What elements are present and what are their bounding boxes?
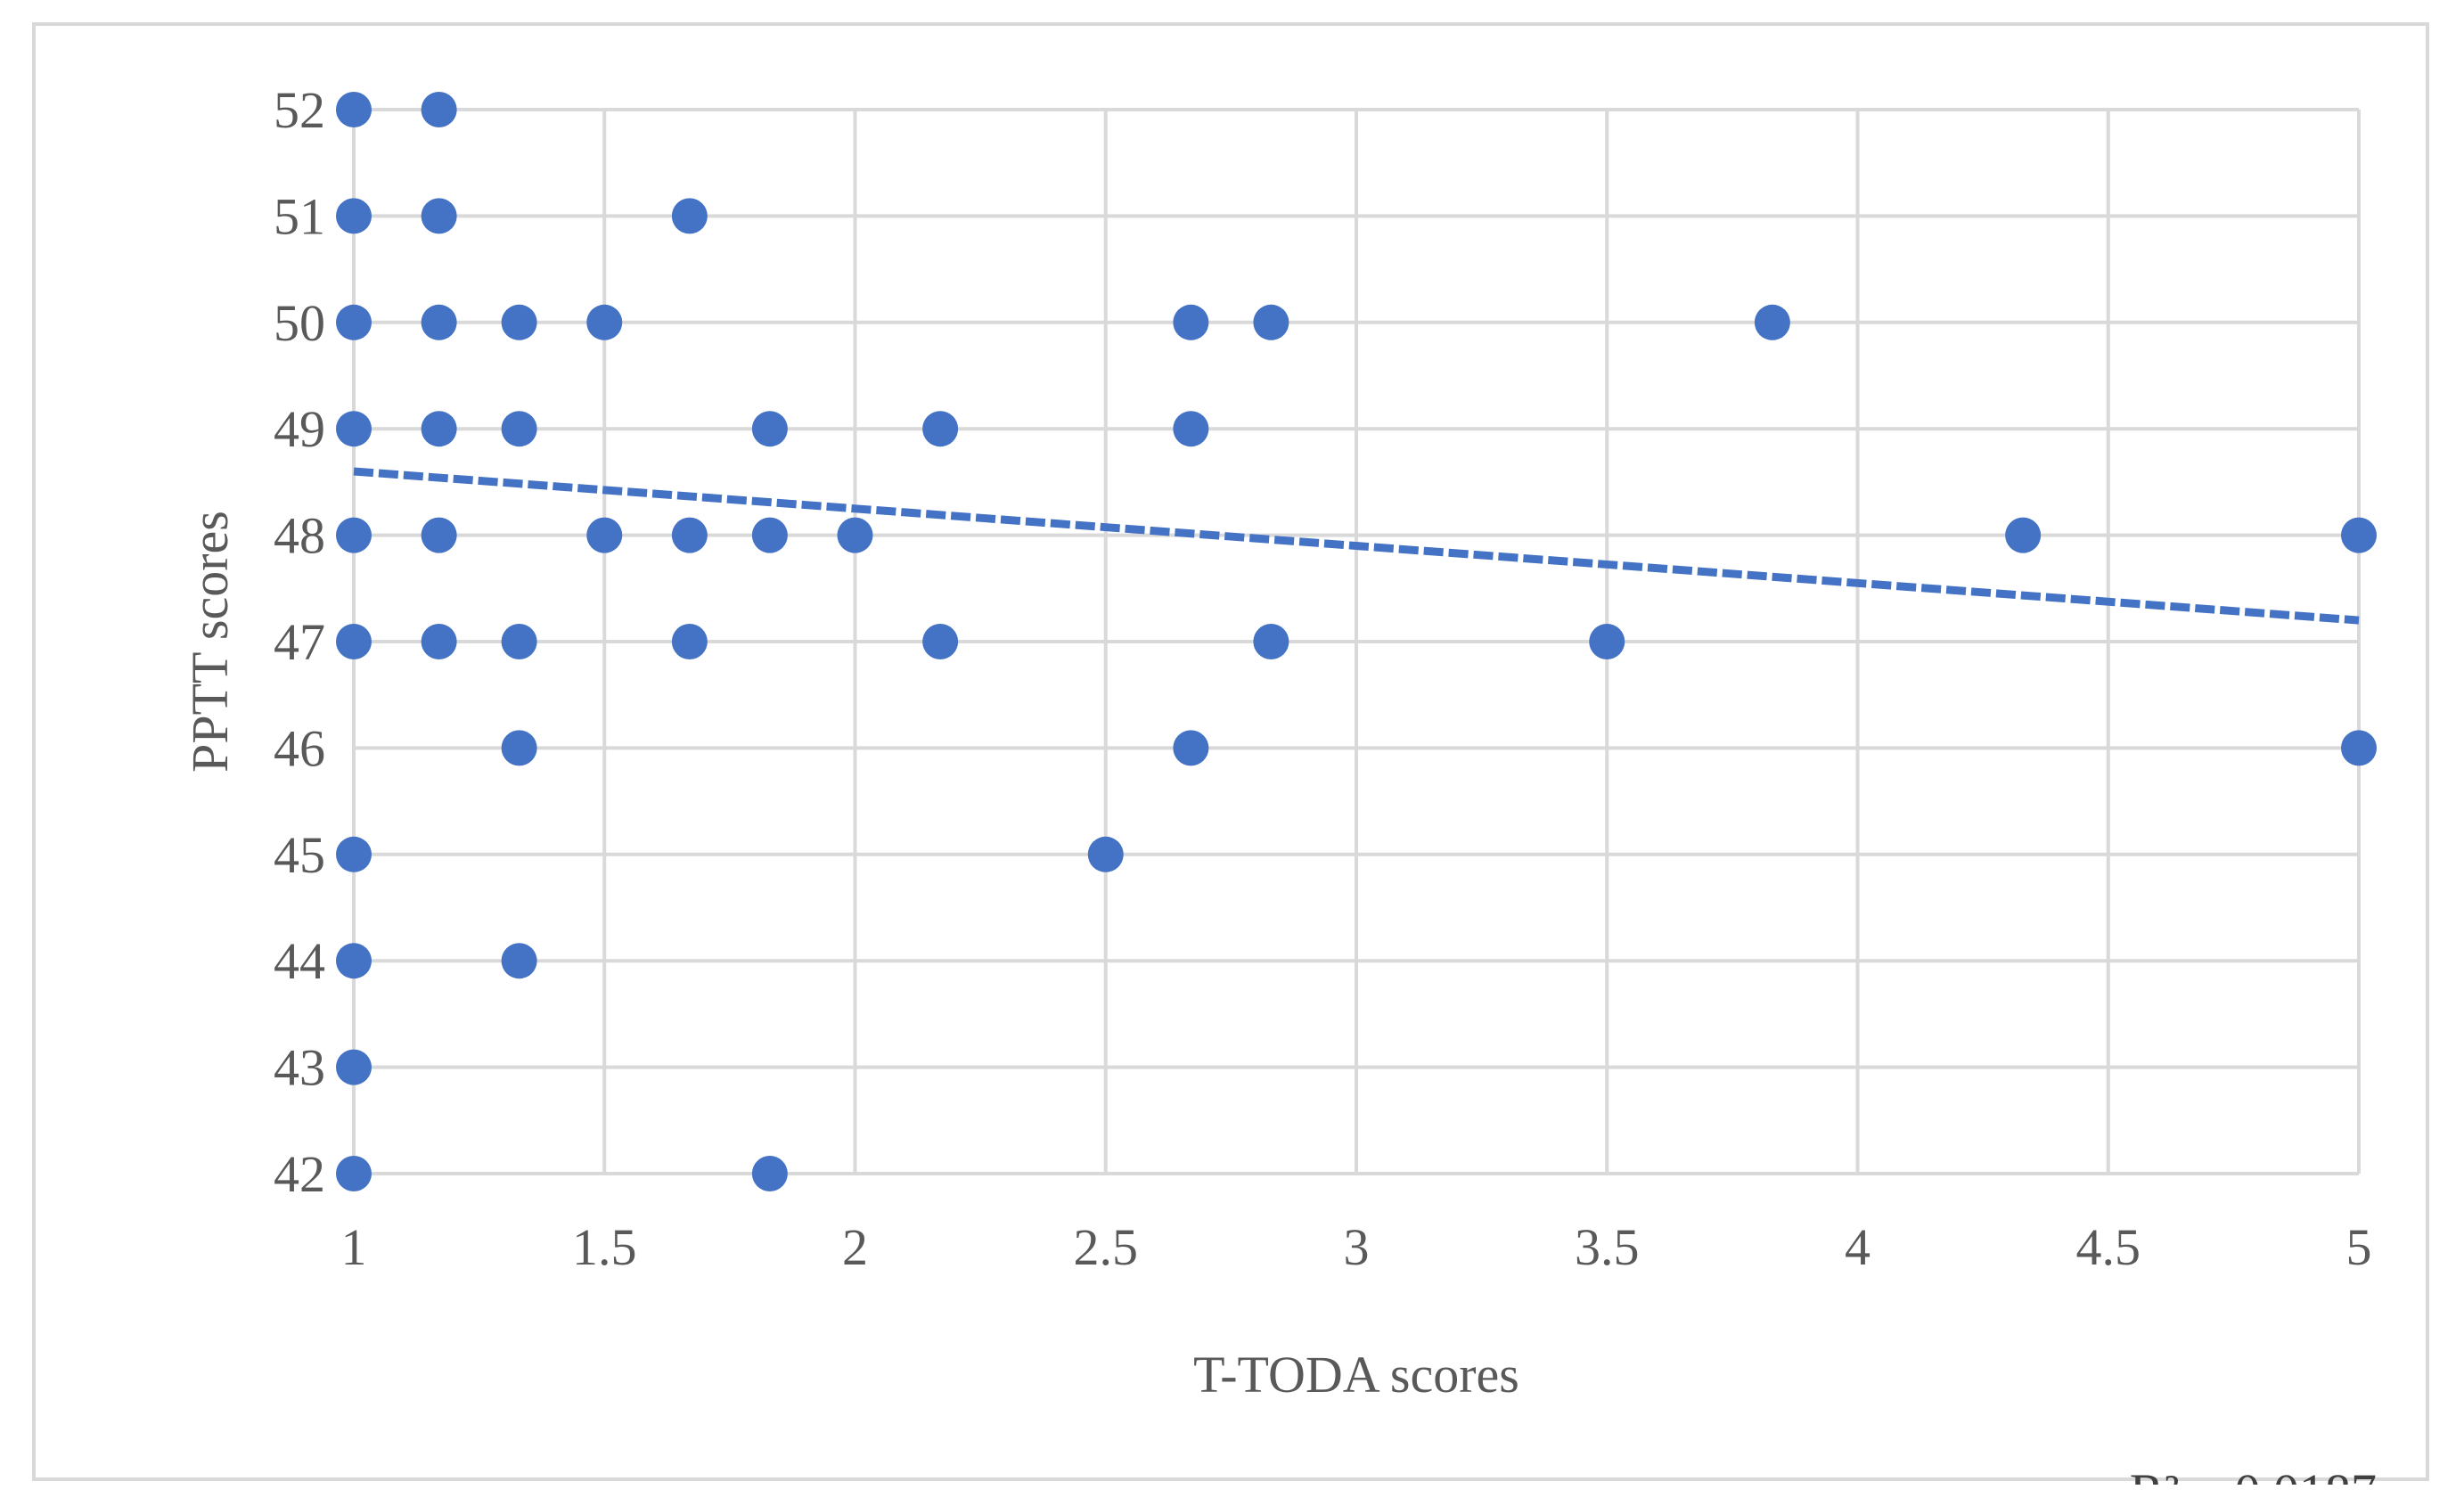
data-point [421,517,457,553]
data-point [336,304,372,340]
y-tick-label: 50 [274,294,325,352]
tick-labels: 1 1.5 2 2.5 3 3.5 4 4.5 5 42 43 44 45 46 47 48 49 50 51 52 [274,81,2372,1276]
data-point [671,198,708,234]
chart-frame: 1 1.5 2 2.5 3 3.5 4 4.5 5 42 43 44 45 46 47 48 49 50 51 52 … [32,22,2429,1485]
data-point [671,624,708,659]
data-point [501,411,537,447]
data-point [501,943,537,979]
data-point [2005,517,2042,553]
y-tick-label: 48 [274,507,325,565]
data-point [1589,624,1625,659]
data-point [336,624,372,659]
x-tick-label: 2.5 [1074,1218,1139,1276]
data-point [336,411,372,447]
trendline-layer [353,467,2360,625]
x-tick-label: 4.5 [2076,1218,2141,1276]
data-point [421,198,457,234]
data-point [501,304,537,340]
data-point [1173,304,1209,340]
x-tick-label: 3.5 [1575,1218,1640,1276]
data-point [2341,730,2377,766]
x-tick-label: 2 [842,1218,868,1276]
gridlines [352,108,2361,1175]
data-point [1173,411,1209,447]
data-point [751,517,788,553]
x-tick-label: 5 [2346,1218,2372,1276]
x-tick-label: 3 [1344,1218,1370,1276]
data-point [336,836,372,872]
y-tick-label: 43 [274,1039,325,1097]
data-point [336,1049,372,1085]
data-point [671,517,708,553]
x-tick-label: 1.5 [572,1218,637,1276]
data-point [1173,730,1209,766]
y-tick-label: 47 [274,613,325,671]
data-point [2341,517,2377,553]
data-point [336,517,372,553]
data-point [421,624,457,659]
data-point [501,624,537,659]
data-point [1087,836,1124,872]
y-tick-label: 44 [274,932,325,990]
x-tick-label: 1 [341,1218,367,1276]
data-point [837,517,873,553]
y-tick-label: 42 [274,1145,325,1203]
data-point [1754,304,1790,340]
data-point [922,624,959,659]
data-point [751,411,788,447]
r-squared-label: R² = 0.0187 [2130,1463,2377,1485]
data-point [1253,304,1289,340]
data-point [586,517,623,553]
y-tick-label: 46 [274,719,325,777]
data-point [751,1156,788,1191]
data-point [586,304,623,340]
data-point [421,411,457,447]
data-point [421,304,457,340]
data-point [1253,624,1289,659]
data-point [501,730,537,766]
data-point [922,411,959,447]
trendline [353,467,2360,625]
data-point [336,943,372,979]
y-tick-label: 51 [274,187,325,245]
data-points [336,92,2377,1191]
y-axis-title: PPTT scores [181,511,239,773]
x-axis-title: T-TODA scores [1193,1346,1519,1404]
scatter-chart: 1 1.5 2 2.5 3 3.5 4 4.5 54243444546474849505152 … [181,81,2377,1485]
y-tick-label: 52 [274,81,325,139]
y-tick-label: 45 [274,826,325,884]
y-tick-label: 49 [274,400,325,458]
data-point [336,198,372,234]
data-point [336,1156,372,1191]
data-point [421,92,457,127]
x-tick-label: 4 [1845,1218,1871,1276]
data-point [336,92,372,127]
